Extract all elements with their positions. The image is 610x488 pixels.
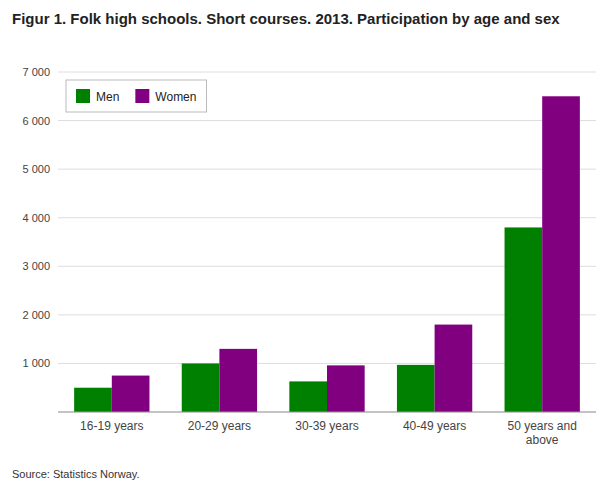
legend-swatch (135, 89, 149, 103)
x-tick-label: 16-19 years (80, 419, 143, 433)
y-tick-label: 2 000 (22, 309, 50, 321)
bar (542, 96, 580, 412)
y-tick-label: 5 000 (22, 163, 50, 175)
x-axis (58, 412, 596, 413)
y-tick-label: 4 000 (22, 212, 50, 224)
x-tick-label: 40-49 years (403, 419, 466, 433)
legend-swatch (76, 89, 90, 103)
background (0, 0, 610, 488)
grid (58, 72, 596, 412)
legend-label: Men (96, 90, 119, 104)
bars (74, 96, 580, 412)
bar (74, 388, 112, 412)
grid-line (58, 169, 596, 170)
bar (289, 381, 327, 412)
legend-frame (66, 80, 206, 112)
legend: Men Women (66, 80, 206, 112)
bar (327, 365, 365, 412)
y-tick-label: 3 000 (22, 260, 50, 272)
grid-line (58, 217, 596, 218)
bar (397, 365, 435, 412)
x-tick-label: 30-39 years (295, 419, 358, 433)
chart: Figur 1. Folk high schools. Short course… (0, 0, 610, 488)
x-tick-label: 20-29 years (188, 419, 251, 433)
y-tick-label: 1 000 (22, 357, 50, 369)
y-tick-label: 6 000 (22, 115, 50, 127)
grid-line (58, 120, 596, 121)
bar (182, 363, 220, 412)
grid-line (58, 72, 596, 73)
y-tick-label: 7 000 (22, 66, 50, 78)
bar (505, 227, 543, 412)
legend-label: Women (155, 90, 196, 104)
bar (112, 376, 150, 412)
bar (435, 325, 473, 412)
x-tick-label: 50 years andabove (508, 419, 577, 447)
source: Source: Statistics Norway. (12, 468, 140, 480)
title: Figur 1. Folk high schools. Short course… (12, 10, 560, 27)
bar (219, 349, 257, 412)
grid-line (58, 412, 596, 413)
